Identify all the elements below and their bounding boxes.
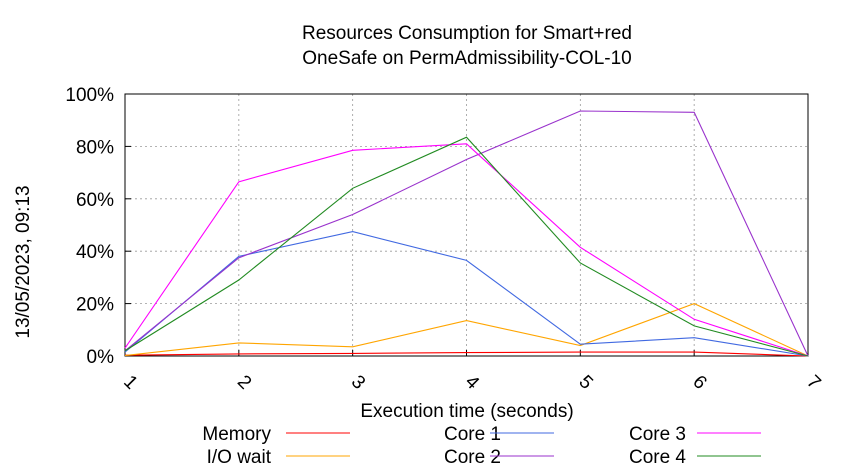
y-tick-label: 100%	[65, 85, 114, 106]
x-tick-label: 4	[461, 371, 484, 394]
x-tick-label: 6	[688, 371, 710, 393]
legend-item: Core 4	[629, 447, 761, 468]
y-tick-labels: 0% 20% 40% 60% 80% 100%	[65, 85, 114, 368]
legend-item: Core 2	[444, 447, 554, 468]
series-line-core-2	[124, 110, 809, 357]
legend-label: Core 1	[444, 424, 501, 445]
legend-label: I/O wait	[207, 447, 272, 468]
chart-title-line-1: Resources Consumption for Smart+red	[302, 23, 632, 44]
legend-item: Core 1	[444, 424, 554, 445]
timestamp: 13/05/2023, 09:13	[13, 185, 34, 339]
series-line-core-4	[124, 136, 809, 357]
series-line-core-3	[124, 143, 809, 357]
chart-title-line-2: OneSafe on PermAdmissibility-COL-10	[302, 48, 631, 69]
x-tick-label: 3	[347, 371, 369, 393]
plot-frame	[124, 93, 809, 357]
y-tick-label: 0%	[87, 347, 115, 368]
x-tick-label: 2	[233, 371, 255, 393]
y-tick-label: 80%	[76, 137, 114, 158]
x-tick-label: 7	[802, 371, 824, 393]
x-tick-label: 5	[575, 371, 597, 393]
legend-label: Core 2	[444, 447, 501, 468]
legend-item: Memory	[202, 424, 350, 445]
series-line-core-1	[124, 231, 809, 357]
x-tick-label: 1	[119, 371, 141, 393]
series-line-memory	[124, 351, 809, 357]
legend-item: I/O wait	[207, 447, 350, 468]
series-lines	[124, 110, 809, 357]
legend-label: Core 4	[629, 447, 686, 468]
y-tick-label: 40%	[76, 242, 114, 263]
y-tick-label: 60%	[76, 190, 114, 211]
x-axis-label: Execution time (seconds)	[360, 401, 573, 422]
grid-lines	[124, 93, 809, 357]
legend-item: Core 3	[629, 424, 761, 445]
legend-label: Memory	[202, 424, 271, 445]
series-line-i-o-wait	[124, 303, 809, 357]
legend-label: Core 3	[629, 424, 686, 445]
x-tick-labels: 1 2 3 4 5 6 7	[119, 371, 824, 394]
y-tick-label: 20%	[76, 295, 114, 316]
